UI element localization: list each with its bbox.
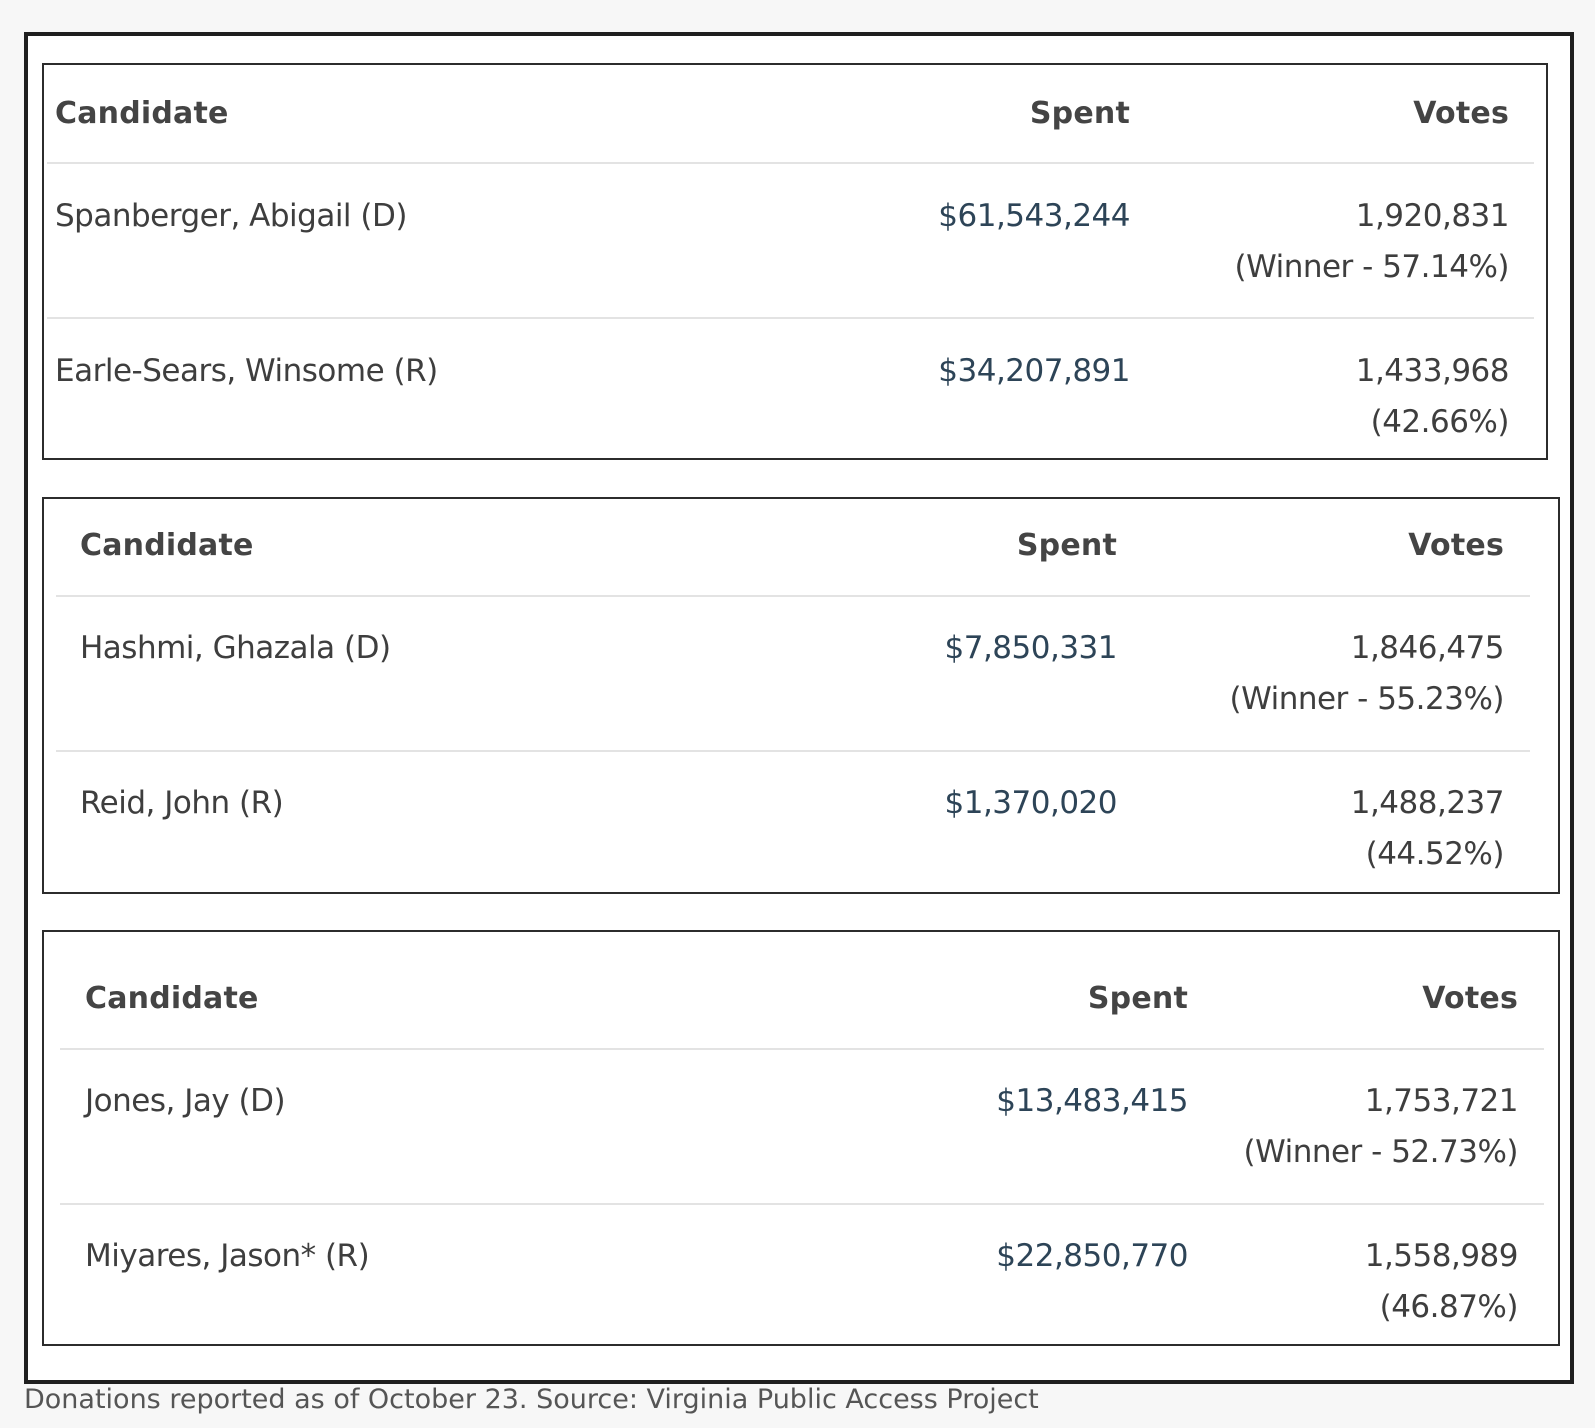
- header-spent: Spent: [1016, 528, 1117, 563]
- spent-amount: $61,543,244: [938, 198, 1130, 234]
- table-row: Miyares, Jason* (R) $22,850,770 1,558,98…: [44, 1205, 1558, 1360]
- header-candidate: Candidate: [55, 96, 229, 131]
- vote-share: (46.87%): [1379, 1289, 1519, 1325]
- vote-count: 1,558,989: [1364, 1238, 1519, 1274]
- table-row: Spanberger, Abigail (D) $61,543,244 1,92…: [44, 164, 1546, 319]
- header-spent: Spent: [1087, 981, 1188, 1016]
- vote-share: (Winner - 55.23%): [1229, 681, 1505, 717]
- candidate-name: Hashmi, Ghazala (D): [80, 630, 391, 666]
- votes-cell: 1,920,831 (Winner - 57.14%): [1234, 191, 1510, 293]
- votes-cell: 1,753,721 (Winner - 52.73%): [1243, 1076, 1519, 1178]
- vote-count: 1,846,475: [1350, 630, 1505, 666]
- spent-amount: $1,370,020: [944, 785, 1118, 821]
- candidate-name: Earle-Sears, Winsome (R): [55, 353, 438, 389]
- votes-cell: 1,846,475 (Winner - 55.23%): [1229, 623, 1505, 725]
- vote-share: (44.52%): [1365, 836, 1505, 872]
- row-divider: [47, 162, 1534, 164]
- header-candidate: Candidate: [80, 528, 254, 563]
- header-spent: Spent: [1029, 96, 1130, 131]
- results-table: Candidate Spent Votes Hashmi, Ghazala (D…: [42, 497, 1560, 894]
- table-row: Jones, Jay (D) $13,483,415 1,753,721 (Wi…: [44, 1050, 1558, 1205]
- table-header-row: Candidate Spent Votes: [44, 499, 1558, 599]
- votes-cell: 1,558,989 (46.87%): [1364, 1231, 1519, 1333]
- header-candidate: Candidate: [85, 981, 259, 1016]
- vote-count: 1,433,968: [1355, 353, 1510, 389]
- row-divider: [60, 1048, 1544, 1050]
- vote-count: 1,753,721: [1364, 1083, 1519, 1119]
- row-divider: [47, 317, 1534, 319]
- table-row: Hashmi, Ghazala (D) $7,850,331 1,846,475…: [44, 597, 1558, 752]
- header-votes: Votes: [1413, 96, 1509, 131]
- candidate-name: Jones, Jay (D): [85, 1083, 286, 1119]
- table-header-row: Candidate Spent Votes: [44, 932, 1558, 1032]
- vote-share: (Winner - 57.14%): [1234, 249, 1510, 285]
- results-frame: Candidate Spent Votes Spanberger, Abigai…: [24, 32, 1574, 1384]
- row-divider: [56, 750, 1530, 752]
- vote-share: (Winner - 52.73%): [1243, 1134, 1519, 1170]
- vote-count: 1,920,831: [1355, 198, 1510, 234]
- vote-count: 1,488,237: [1350, 785, 1505, 821]
- table-row: Earle-Sears, Winsome (R) $34,207,891 1,4…: [44, 319, 1546, 474]
- spent-amount: $34,207,891: [938, 353, 1130, 389]
- table-row: Reid, John (R) $1,370,020 1,488,237 (44.…: [44, 752, 1558, 907]
- spent-amount: $13,483,415: [996, 1083, 1188, 1119]
- votes-cell: 1,433,968 (42.66%): [1355, 346, 1510, 448]
- candidate-name: Miyares, Jason* (R): [85, 1238, 370, 1274]
- votes-cell: 1,488,237 (44.52%): [1350, 778, 1505, 880]
- candidate-name: Reid, John (R): [80, 785, 284, 821]
- table-header-row: Candidate Spent Votes: [44, 65, 1546, 165]
- spent-amount: $22,850,770: [996, 1238, 1188, 1274]
- spent-amount: $7,850,331: [944, 630, 1118, 666]
- row-divider: [56, 595, 1530, 597]
- candidate-name: Spanberger, Abigail (D): [55, 198, 407, 234]
- results-table: Candidate Spent Votes Jones, Jay (D) $13…: [42, 930, 1560, 1346]
- row-divider: [60, 1203, 1544, 1205]
- header-votes: Votes: [1422, 981, 1518, 1016]
- source-caption: Donations reported as of October 23. Sou…: [24, 1384, 1039, 1415]
- header-votes: Votes: [1408, 528, 1504, 563]
- vote-share: (42.66%): [1370, 404, 1510, 440]
- results-table: Candidate Spent Votes Spanberger, Abigai…: [42, 63, 1548, 460]
